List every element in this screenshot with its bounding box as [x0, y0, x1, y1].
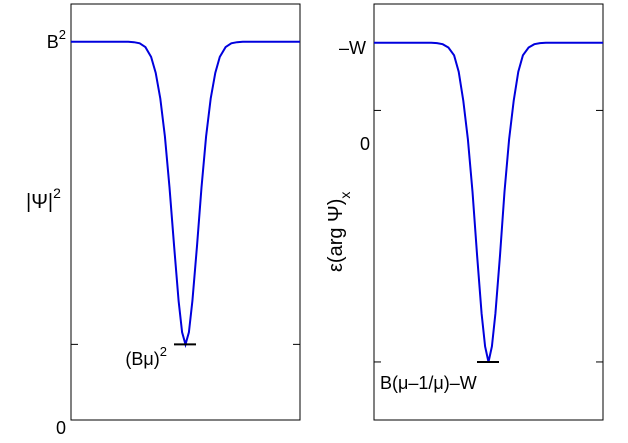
- left-tick-label-zero: 0: [56, 418, 66, 438]
- right-tick-label-top: –W: [339, 38, 366, 58]
- left-panel: B2 0 (Bμ)2 |Ψ|2: [26, 3, 301, 438]
- left-tick-label-top: B2: [47, 27, 66, 52]
- right-tick-label-zero: 0: [360, 134, 370, 154]
- left-ylabel: |Ψ|2: [26, 185, 61, 213]
- left-ticks: [71, 41, 300, 421]
- left-axes-frame: [70, 3, 301, 421]
- right-axes-frame: [373, 3, 604, 421]
- right-ylabel: ε(arg Ψ)x: [325, 192, 353, 272]
- left-series-line: [71, 40, 300, 349]
- right-series-line: [374, 41, 603, 363]
- right-panel: –W 0 B(μ–1/μ)–W ε(arg Ψ)x: [325, 3, 604, 421]
- right-ticks: [374, 42, 603, 363]
- left-marker-label: (Bμ)2: [125, 344, 167, 369]
- right-marker-label: B(μ–1/μ)–W: [380, 373, 477, 393]
